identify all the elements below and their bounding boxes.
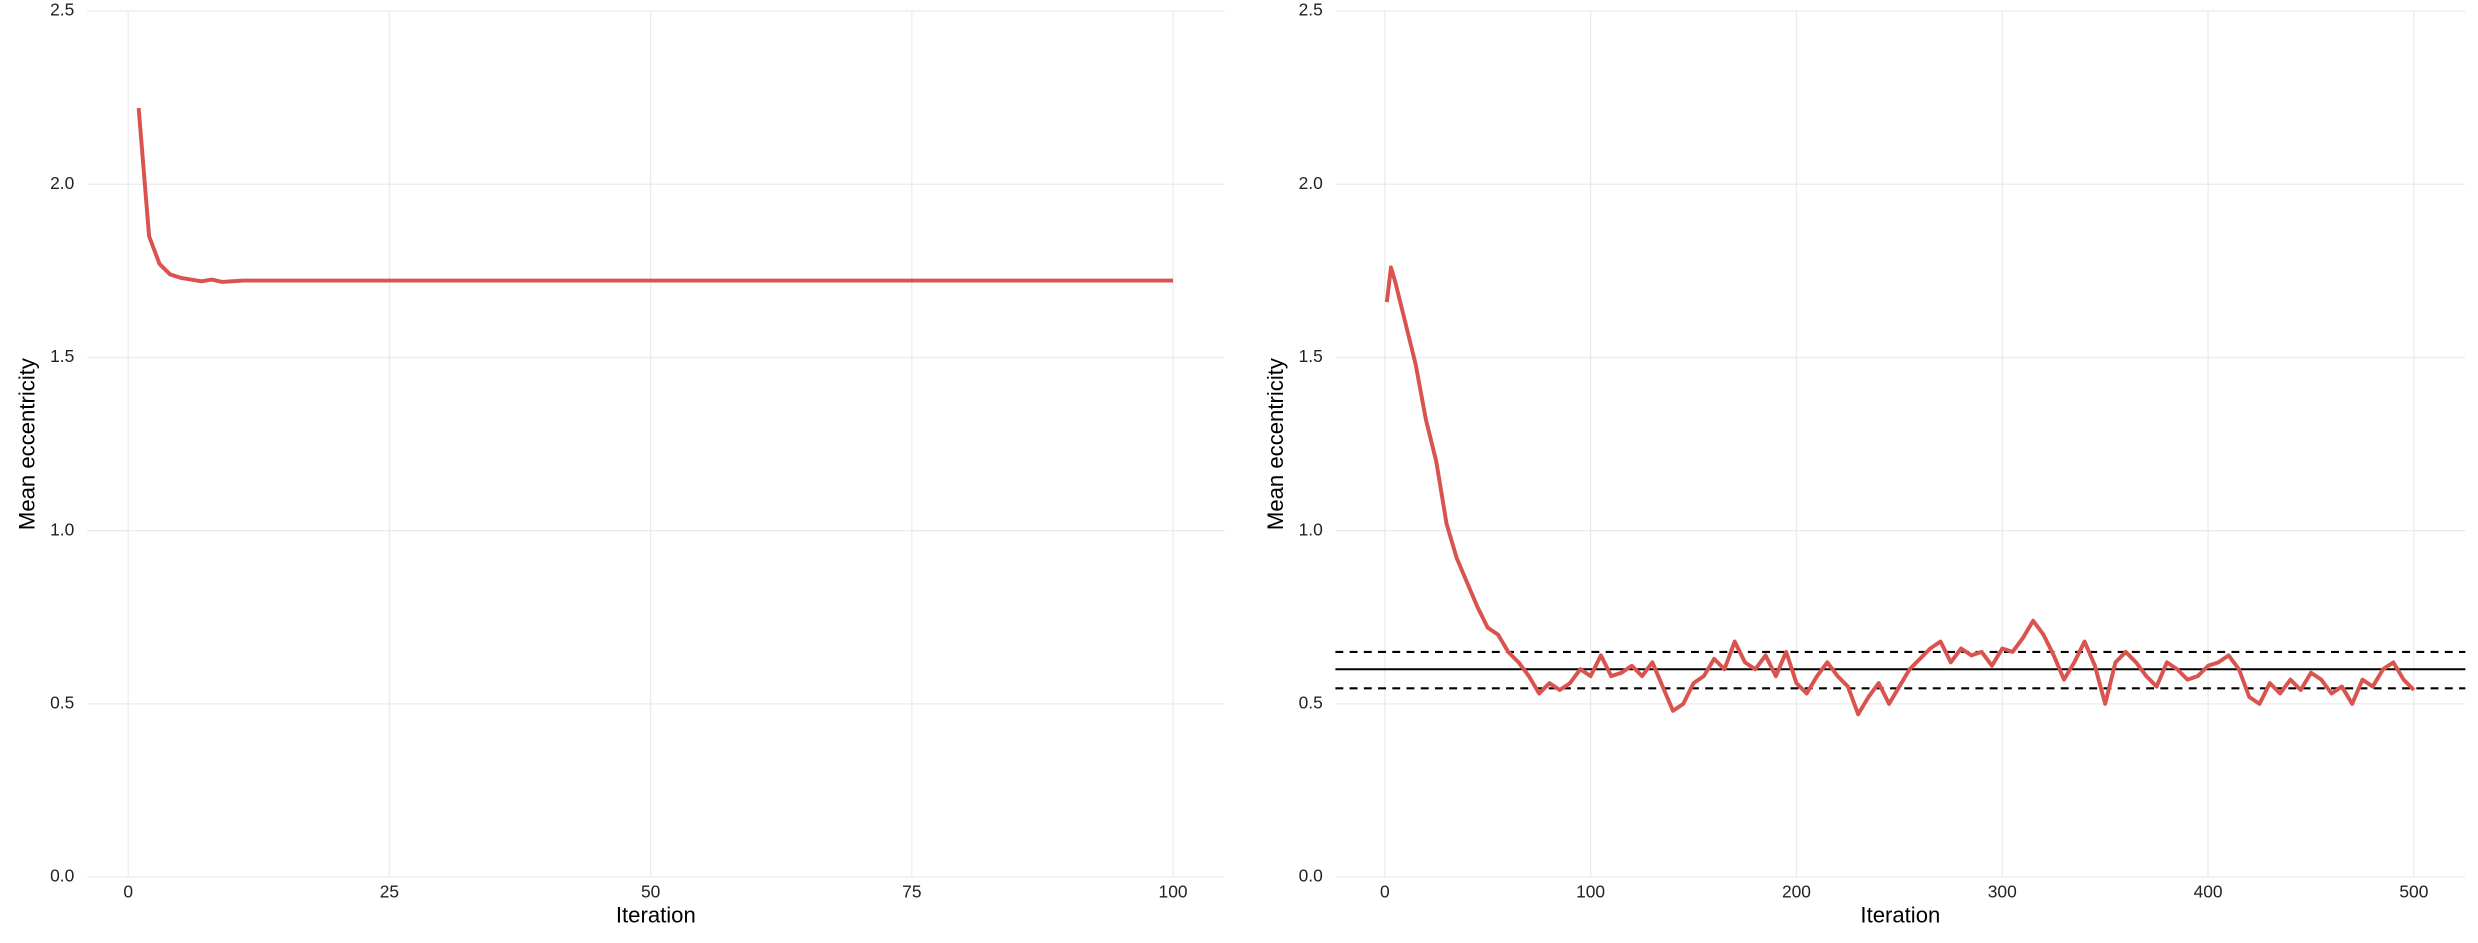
y-tick-label: 1.0 bbox=[1299, 519, 1323, 539]
data-line bbox=[1384, 265, 2416, 717]
x-axis-title: Iteration bbox=[1860, 902, 1940, 927]
x-tick-label: 500 bbox=[2399, 881, 2428, 901]
x-tick-label: 50 bbox=[641, 881, 660, 901]
x-tick-label: 75 bbox=[902, 881, 921, 901]
y-tick-label: 2.5 bbox=[1299, 0, 1323, 20]
y-tick-label: 2.5 bbox=[50, 0, 74, 20]
y-tick-label: 0.0 bbox=[50, 866, 74, 886]
y-tick-label: 0.0 bbox=[1299, 866, 1323, 886]
y-tick-label: 1.5 bbox=[50, 346, 74, 366]
y-tick-label: 2.0 bbox=[50, 173, 74, 193]
x-tick-label: 0 bbox=[123, 881, 133, 901]
y-tick-label: 0.5 bbox=[1299, 692, 1323, 712]
y-tick-label: 0.5 bbox=[50, 692, 74, 712]
x-tick-label: 200 bbox=[1782, 881, 1811, 901]
x-tick-label: 0 bbox=[1380, 881, 1390, 901]
x-tick-label: 400 bbox=[2194, 881, 2223, 901]
data-line bbox=[136, 107, 1174, 284]
y-tick-label: 2.0 bbox=[1299, 173, 1323, 193]
x-tick-label: 100 bbox=[1576, 881, 1605, 901]
y-tick-label: 1.5 bbox=[1299, 346, 1323, 366]
y-tick-label: 1.0 bbox=[50, 519, 74, 539]
y-axis-title: Mean eccentricity bbox=[1263, 357, 1288, 530]
x-tick-label: 100 bbox=[1159, 881, 1188, 901]
y-axis-title: Mean eccentricity bbox=[14, 357, 39, 530]
x-tick-label: 300 bbox=[1988, 881, 2017, 901]
x-axis-title: Iteration bbox=[616, 902, 696, 927]
x-tick-label: 25 bbox=[380, 881, 399, 901]
